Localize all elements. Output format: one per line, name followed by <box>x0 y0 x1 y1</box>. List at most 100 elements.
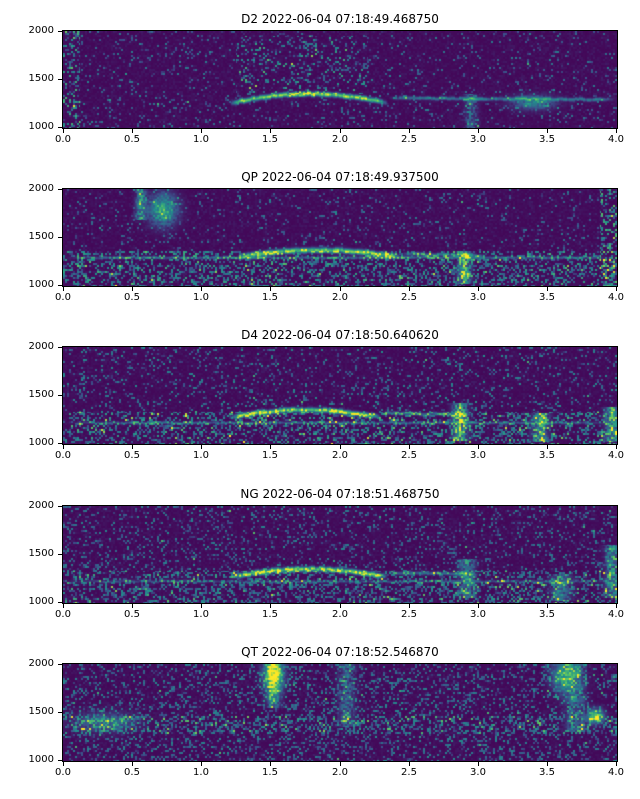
x-tick-mark <box>478 762 479 766</box>
spectrogram-canvas <box>63 189 617 286</box>
x-tick-label: 2.5 <box>401 767 417 778</box>
x-tick-label: 2.0 <box>332 450 348 461</box>
spectrogram-canvas <box>63 347 617 444</box>
x-tick-mark <box>340 445 341 449</box>
x-tick-label: 2.0 <box>332 609 348 620</box>
x-tick-label: 3.5 <box>539 292 555 303</box>
x-tick-label: 1.0 <box>193 609 209 620</box>
x-tick-label: 1.5 <box>262 134 278 145</box>
spectrogram-canvas <box>63 506 617 603</box>
subplot-qp: QP 2022-06-04 07:18:49.937500 2000 1500 10… <box>0 167 640 325</box>
x-tick-mark <box>409 287 410 291</box>
x-tick-label: 0.0 <box>55 450 71 461</box>
x-tick-mark <box>616 762 617 766</box>
x-tick-mark <box>270 762 271 766</box>
y-tick-label: 2000 <box>28 25 54 36</box>
x-tick-mark <box>340 129 341 133</box>
x-tick-mark <box>270 287 271 291</box>
x-tick-mark <box>201 129 202 133</box>
x-tick-mark <box>547 129 548 133</box>
x-tick-label: 2.5 <box>401 292 417 303</box>
x-tick-label: 0.0 <box>55 134 71 145</box>
y-tick-label: 2000 <box>28 341 54 352</box>
y-tick-mark <box>58 189 62 190</box>
x-tick-mark <box>132 129 133 133</box>
x-tick-label: 3.5 <box>539 609 555 620</box>
x-tick-mark <box>409 604 410 608</box>
x-tick-label: 0.0 <box>55 767 71 778</box>
x-tick-label: 0.0 <box>55 292 71 303</box>
x-tick-mark <box>63 762 64 766</box>
x-tick-mark <box>409 129 410 133</box>
y-tick-mark <box>58 664 62 665</box>
x-tick-label: 2.5 <box>401 450 417 461</box>
x-tick-label: 2.0 <box>332 292 348 303</box>
y-tick-label: 1500 <box>28 548 54 559</box>
x-tick-mark <box>340 604 341 608</box>
x-tick-mark <box>201 604 202 608</box>
x-tick-mark <box>547 287 548 291</box>
x-tick-label: 0.0 <box>55 609 71 620</box>
spectrogram-axes <box>62 505 618 604</box>
y-tick-label: 1000 <box>28 754 54 765</box>
x-tick-label: 0.5 <box>124 609 140 620</box>
y-tick-label: 1500 <box>28 231 54 242</box>
x-tick-mark <box>616 129 617 133</box>
x-tick-mark <box>270 604 271 608</box>
x-tick-label: 3.5 <box>539 450 555 461</box>
x-tick-label: 3.0 <box>470 292 486 303</box>
y-tick-mark <box>58 712 62 713</box>
plot-title: QT 2022-06-04 07:18:52.546870 <box>241 645 439 659</box>
x-tick-label: 1.5 <box>262 767 278 778</box>
x-tick-label: 1.0 <box>193 450 209 461</box>
x-tick-mark <box>340 287 341 291</box>
spectrogram-axes <box>62 346 618 445</box>
x-tick-mark <box>616 445 617 449</box>
x-tick-label: 4.0 <box>608 609 624 620</box>
x-tick-mark <box>132 762 133 766</box>
y-tick-label: 1500 <box>28 389 54 400</box>
x-tick-label: 0.5 <box>124 134 140 145</box>
y-tick-mark <box>58 760 62 761</box>
subplot-d2: D2 2022-06-04 07:18:49.468750 2000 1500 10… <box>0 9 640 167</box>
x-tick-label: 3.0 <box>470 134 486 145</box>
x-tick-mark <box>478 129 479 133</box>
spectrogram-axes <box>62 663 618 762</box>
x-tick-label: 1.5 <box>262 450 278 461</box>
x-tick-mark <box>132 445 133 449</box>
x-tick-label: 2.5 <box>401 134 417 145</box>
x-tick-mark <box>340 762 341 766</box>
x-tick-label: 0.5 <box>124 767 140 778</box>
y-tick-mark <box>58 285 62 286</box>
spectrogram-axes <box>62 188 618 287</box>
x-tick-mark <box>201 762 202 766</box>
x-tick-mark <box>547 762 548 766</box>
x-tick-label: 4.0 <box>608 292 624 303</box>
y-tick-label: 1000 <box>28 437 54 448</box>
subplot-qt: QT 2022-06-04 07:18:52.546870 2000 1500 10… <box>0 642 640 799</box>
y-tick-label: 1000 <box>28 279 54 290</box>
x-tick-label: 1.5 <box>262 609 278 620</box>
x-tick-mark <box>547 445 548 449</box>
y-tick-label: 1000 <box>28 121 54 132</box>
x-tick-label: 2.5 <box>401 609 417 620</box>
spectrogram-canvas <box>63 31 617 128</box>
y-tick-label: 1500 <box>28 73 54 84</box>
x-tick-mark <box>132 287 133 291</box>
x-tick-mark <box>409 762 410 766</box>
y-tick-mark <box>58 127 62 128</box>
x-tick-mark <box>201 445 202 449</box>
x-tick-label: 3.0 <box>470 450 486 461</box>
x-tick-mark <box>478 604 479 608</box>
y-tick-mark <box>58 395 62 396</box>
y-tick-label: 2000 <box>28 500 54 511</box>
x-tick-label: 3.5 <box>539 767 555 778</box>
x-tick-mark <box>63 445 64 449</box>
x-tick-label: 1.0 <box>193 767 209 778</box>
y-tick-label: 1500 <box>28 706 54 717</box>
y-tick-mark <box>58 602 62 603</box>
x-tick-label: 0.5 <box>124 292 140 303</box>
x-tick-mark <box>478 445 479 449</box>
x-tick-mark <box>478 287 479 291</box>
